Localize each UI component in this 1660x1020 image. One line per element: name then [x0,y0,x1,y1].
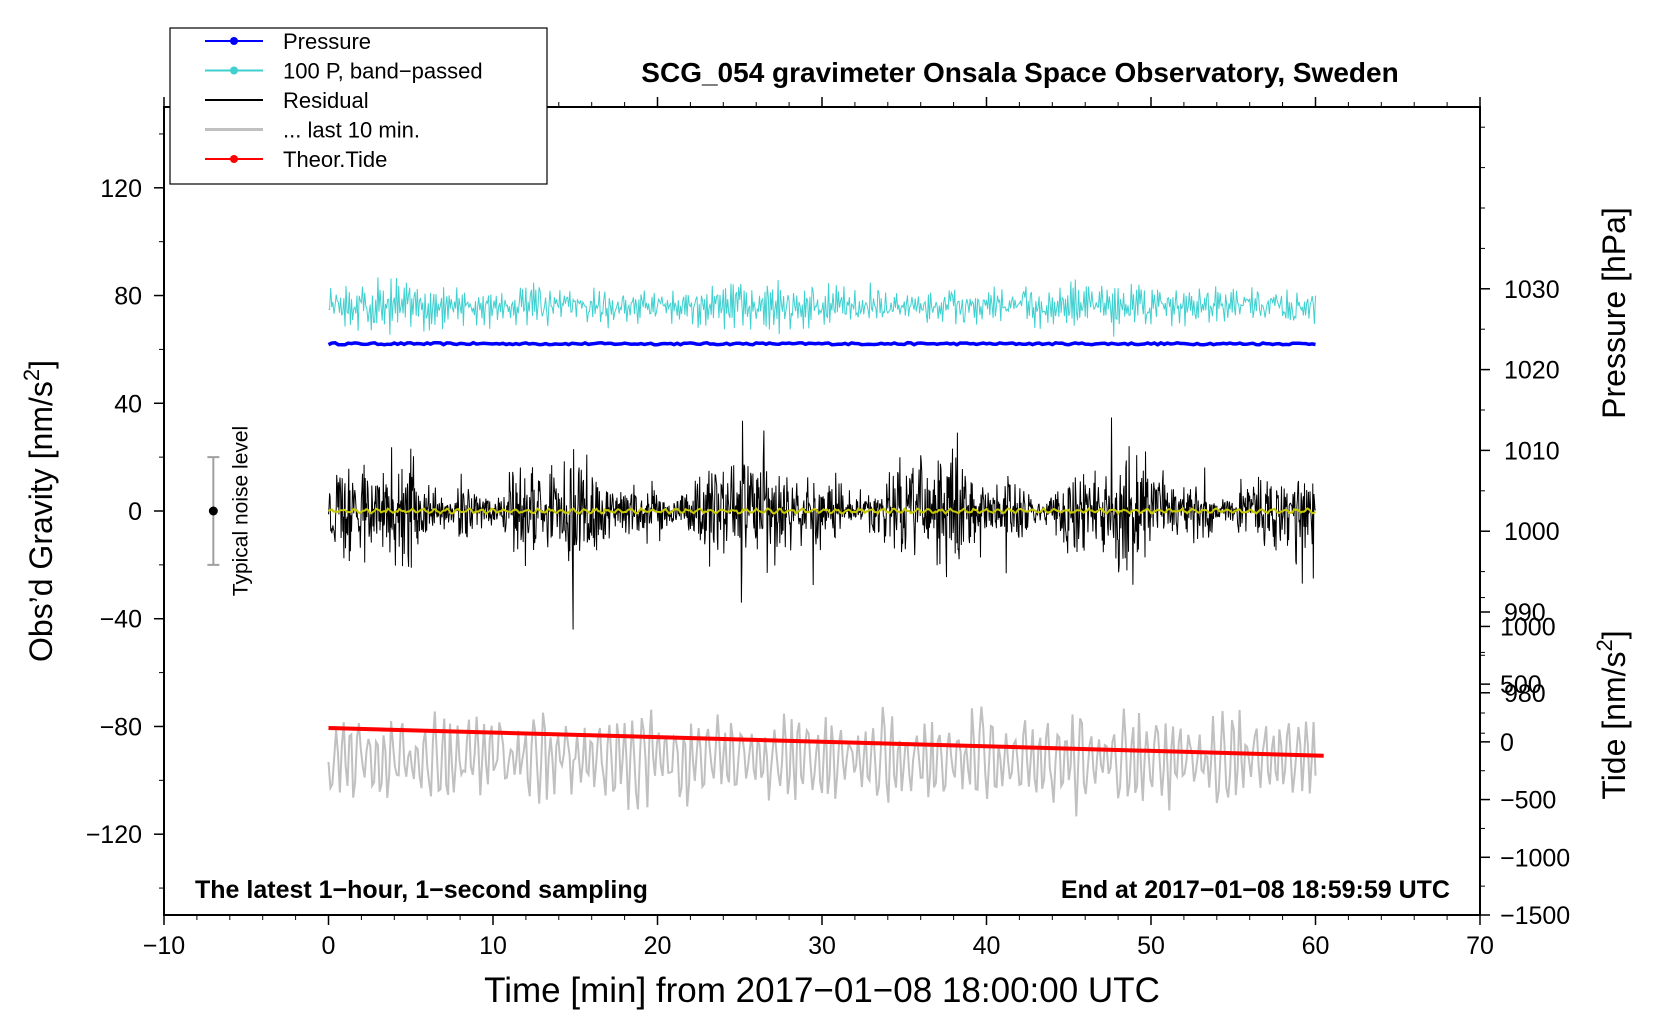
y-tick-label: −40 [100,606,142,634]
x-tick-label: 60 [1302,932,1330,960]
pressure-tick-label: 990 [1504,599,1546,627]
series-pressure-line [327,340,1316,347]
y-axis-label-tide: Tide [nm/s2] [1592,630,1632,799]
legend-marker [230,155,238,163]
pressure-tick-label: 1020 [1504,357,1560,385]
legend-label: Theor.Tide [283,147,387,172]
pressure-tick-label: 1010 [1504,437,1560,465]
y-tick-label: 120 [100,175,142,203]
tide-tick-label: −1500 [1500,902,1570,930]
series-smoothed-residual-line [327,506,1317,516]
x-axis-label: Time [min] from 2017−01−08 18:00:00 UTC [484,971,1160,1010]
pressure-tick-label: 980 [1504,680,1546,708]
legend-box [169,27,548,185]
x-tick-label: −10 [143,932,185,960]
legend-marker [230,66,238,75]
axis-ticks: −10 0 10 20 30 40 50 60 70−120−80−40040801209809… [86,97,1570,960]
tide-tick-label: 1000 [1500,613,1556,641]
y-tick-label: −120 [86,821,142,849]
series-last10min-line [327,706,1317,817]
noise-indicator: Typical noise level [207,426,252,596]
series-bandpassed-line [328,277,1316,337]
noise-bar-center-dot [208,506,218,516]
tide-tick-label: −500 [1500,787,1556,815]
x-tick-label: 10 [479,932,507,960]
legend-label: Pressure [283,29,371,54]
series-tide-line [328,726,1324,758]
y-axis-label-left: Obs’d Gravity [nm/s2] [19,360,59,662]
end-time-annotation: End at 2017−01−08 18:59:59 UTC [1061,876,1450,904]
legend: Pressure 100 P, band−passed Residual ... la… [169,27,548,185]
legend-label: ... last 10 min. [283,118,420,143]
chart-title: SCG_054 gravimeter Onsala Space Observat… [641,57,1398,88]
x-tick-label: 0 [322,932,336,960]
y-tick-label: 80 [114,283,142,311]
tide-tick-label: 500 [1500,671,1542,699]
tide-tick-label: 0 [1500,729,1514,757]
series-residual-line [328,417,1316,630]
y-tick-label: 40 [114,390,142,418]
y-tick-label: 0 [128,498,142,526]
pressure-tick-label: 1030 [1504,276,1560,304]
legend-label: Residual [283,88,369,113]
x-tick-label: 70 [1466,932,1494,960]
data-series [327,277,1324,817]
pressure-tick-label: 1000 [1504,518,1560,546]
x-tick-label: 20 [644,932,672,960]
y-tick-label: −80 [100,713,142,741]
x-tick-label: 30 [808,932,836,960]
x-tick-label: 40 [973,932,1001,960]
sampling-annotation: The latest 1−hour, 1−second sampling [195,876,648,904]
legend-marker [230,37,238,45]
tide-tick-label: −1000 [1500,844,1570,872]
y-axis-label-pressure: Pressure [hPa] [1596,207,1632,419]
x-tick-label: 50 [1137,932,1165,960]
noise-bar-label: Typical noise level [229,426,252,596]
legend-label: 100 P, band−passed [283,59,483,84]
